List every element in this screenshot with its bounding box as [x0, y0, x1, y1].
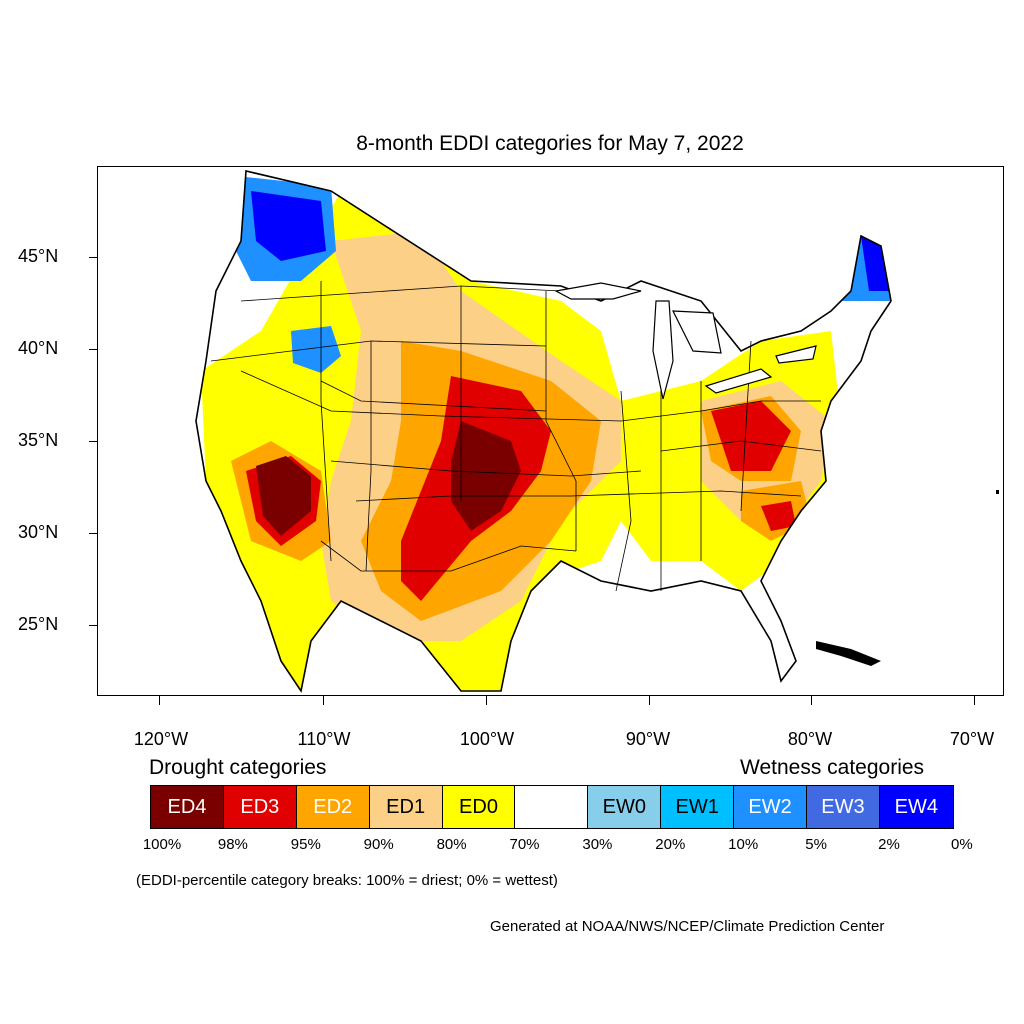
percentile-label: 30% [582, 836, 613, 853]
lon-tick [323, 696, 324, 705]
lat-tick [89, 441, 97, 442]
lon-tick [649, 696, 650, 705]
lon-label-80w: 80°W [787, 729, 833, 749]
islands [816, 490, 999, 666]
lon-tick [159, 696, 160, 705]
color-legend: ED4 ED3 ED2 ED1 ED0 EW0 EW1 EW2 EW3 EW4 [150, 785, 954, 829]
legend-cell-ed1: ED1 [369, 786, 443, 828]
legend-cell-ed4: ED4 [151, 786, 224, 828]
lat-label-40n: 40°N [18, 338, 59, 358]
lon-tick [974, 696, 975, 705]
percentile-label: 20% [655, 836, 686, 853]
lon-label-110w: 110°W [297, 729, 351, 749]
lon-label-70w: 70°W [949, 729, 995, 749]
lon-label-100w: 100°W [459, 729, 515, 749]
eddi-map-svg [195, 170, 999, 694]
lat-label-45n: 45°N [18, 246, 59, 266]
eddi-map [97, 166, 1004, 696]
lat-tick [89, 349, 97, 350]
percentile-label: 2% [878, 836, 900, 853]
percentile-label: 100% [142, 836, 182, 853]
percentile-label: 0% [951, 836, 973, 853]
lat-label-25n: 25°N [18, 614, 59, 634]
legend-cell-ew4: EW4 [879, 786, 953, 828]
legend-cell-ew1: EW1 [661, 786, 735, 828]
lat-tick [89, 625, 97, 626]
lat-tick [89, 533, 97, 534]
percentile-label: 70% [509, 836, 540, 853]
lat-label-35n: 35°N [18, 430, 59, 450]
wetness-heading: Wetness categories [740, 756, 925, 779]
great-lakes [554, 282, 817, 400]
percentile-label: 90% [363, 836, 394, 853]
legend-cell-ed0: ED0 [442, 786, 516, 828]
credit-line: Generated at NOAA/NWS/NCEP/Climate Predi… [490, 918, 885, 935]
map-title: 8-month EDDI categories for May 7, 2022 [356, 132, 744, 155]
lon-label-90w: 90°W [625, 729, 671, 749]
lat-label-30n: 30°N [18, 522, 59, 542]
lat-tick [89, 257, 97, 258]
legend-cell-ew0: EW0 [588, 786, 662, 828]
lon-label-120w: 120°W [133, 729, 189, 749]
legend-cell-ed2: ED2 [296, 786, 370, 828]
legend-cell-ew2: EW2 [734, 786, 808, 828]
percentile-label: 95% [290, 836, 321, 853]
state-boundaries [210, 281, 822, 592]
percentile-label: 98% [217, 836, 248, 853]
percentile-label: 5% [805, 836, 827, 853]
lon-tick [811, 696, 812, 705]
legend-cell-neutral [515, 786, 589, 828]
lon-tick [486, 696, 487, 705]
drought-heading: Drought categories [149, 756, 327, 779]
percentile-label: 10% [728, 836, 759, 853]
percentile-label: 80% [436, 836, 467, 853]
legend-cell-ew3: EW3 [807, 786, 880, 828]
legend-cell-ed3: ED3 [223, 786, 297, 828]
category-note: (EDDI-percentile category breaks: 100% =… [136, 872, 558, 889]
